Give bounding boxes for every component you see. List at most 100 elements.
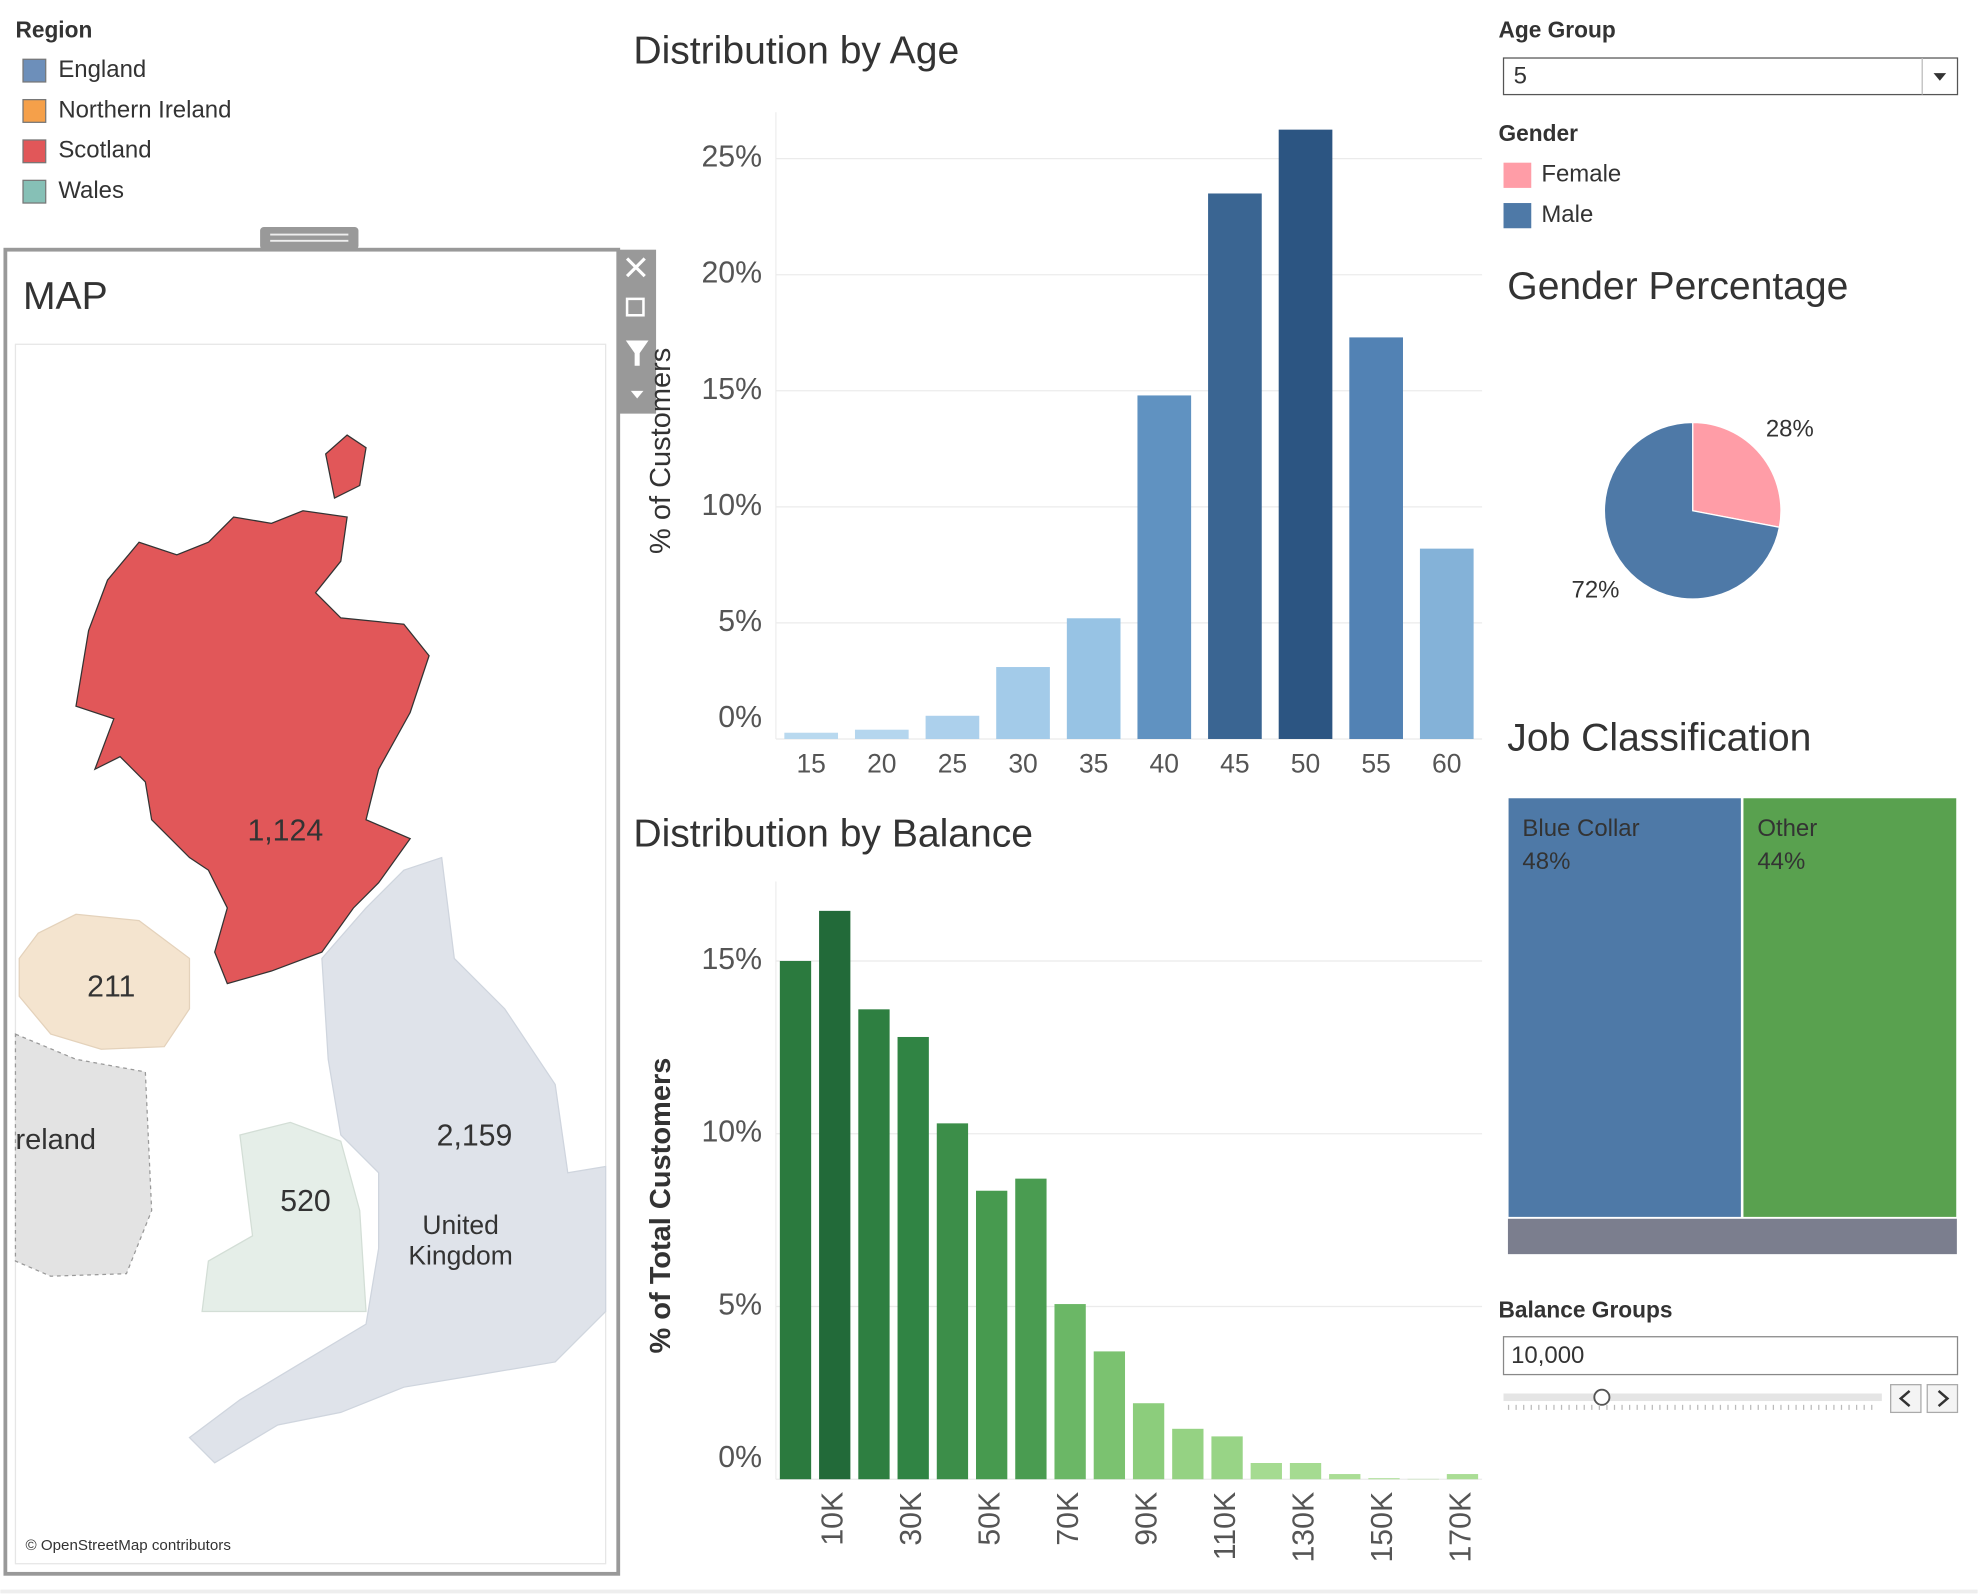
legend-label: Female bbox=[1541, 161, 1621, 188]
prev-icon bbox=[1898, 1390, 1911, 1408]
bar bbox=[976, 1190, 1008, 1480]
bar bbox=[1208, 193, 1262, 739]
treemap-cell bbox=[1506, 1217, 1959, 1256]
map-value-label: 520 bbox=[280, 1185, 330, 1218]
menu-icon[interactable] bbox=[630, 390, 644, 399]
bar bbox=[996, 667, 1050, 739]
y-axis-title: % of Customers bbox=[645, 348, 677, 554]
y-tick-label: 10% bbox=[701, 1116, 762, 1149]
slider-track bbox=[1503, 1393, 1882, 1402]
map-title: MAP bbox=[23, 275, 108, 318]
slider-next[interactable] bbox=[1926, 1384, 1959, 1414]
x-tick-label: 50 bbox=[1291, 748, 1320, 778]
dropdown-arrow[interactable] bbox=[1933, 73, 1947, 81]
map-value-label: 2,159 bbox=[437, 1119, 513, 1152]
legend-swatch bbox=[1503, 162, 1532, 188]
chart-title: Job Classification bbox=[1507, 717, 1811, 760]
panel-toolbar bbox=[618, 249, 657, 414]
drag-handle[interactable] bbox=[260, 226, 359, 250]
chart-title: Distribution by Balance bbox=[633, 812, 1033, 855]
y-tick-label: 20% bbox=[701, 257, 762, 290]
bar bbox=[1419, 548, 1474, 739]
legend-swatch bbox=[22, 58, 47, 83]
bar bbox=[1250, 1463, 1282, 1480]
slider-ticks bbox=[1507, 1404, 1873, 1410]
x-tick-label: 15 bbox=[796, 748, 825, 778]
bar bbox=[858, 1009, 890, 1480]
bar bbox=[1015, 1178, 1047, 1480]
age-group-title: Age Group bbox=[1498, 17, 1615, 43]
x-tick-label: 35 bbox=[1079, 748, 1108, 778]
map-place-label: reland bbox=[15, 1124, 96, 1156]
bar bbox=[1368, 1478, 1400, 1480]
x-tick-label: 10K bbox=[817, 1492, 850, 1546]
england-shape bbox=[188, 856, 607, 1464]
popout-icon[interactable] bbox=[625, 297, 645, 317]
legend-label: Male bbox=[1541, 201, 1593, 228]
bar bbox=[936, 1123, 969, 1480]
treemap-value: 48% bbox=[1522, 848, 1570, 875]
treemap-label: Blue Collar bbox=[1522, 815, 1639, 842]
x-tick-label: 45 bbox=[1220, 748, 1249, 778]
pie-slice bbox=[1603, 421, 1781, 600]
age-group-value: 5 bbox=[1514, 62, 1527, 89]
bar bbox=[1278, 129, 1333, 739]
scotland-shape bbox=[75, 510, 430, 985]
slider-thumb[interactable] bbox=[1593, 1388, 1611, 1406]
treemap-value: 44% bbox=[1757, 848, 1805, 875]
balance-input[interactable] bbox=[1502, 1336, 1959, 1376]
legend-label: Scotland bbox=[58, 137, 151, 164]
legend-swatch bbox=[1503, 203, 1532, 229]
legend-swatch bbox=[22, 179, 47, 204]
bar bbox=[1172, 1428, 1204, 1480]
y-tick-label: 25% bbox=[701, 141, 762, 174]
x-tick-label: 50K bbox=[974, 1492, 1007, 1546]
y-tick-label: 5% bbox=[718, 605, 762, 638]
attribution: © OpenStreetMap contributors bbox=[26, 1537, 232, 1554]
x-tick-label: 60 bbox=[1432, 748, 1461, 778]
x-tick-label: 150K bbox=[1366, 1492, 1399, 1563]
x-tick-label: 55 bbox=[1361, 748, 1390, 778]
bar bbox=[897, 1036, 929, 1480]
region-legend-title: Region bbox=[15, 17, 92, 43]
treemap-cell bbox=[1506, 795, 1744, 1220]
slider-prev[interactable] bbox=[1890, 1384, 1922, 1414]
islands-shape bbox=[324, 434, 367, 500]
bar bbox=[784, 732, 839, 739]
bar bbox=[925, 715, 980, 739]
legend-title: Gender bbox=[1498, 120, 1578, 146]
chart-title: Distribution by Age bbox=[633, 29, 959, 72]
y-tick-label: 5% bbox=[718, 1288, 762, 1321]
y-axis-title: % of Total Customers bbox=[645, 1058, 677, 1354]
bar bbox=[1054, 1304, 1086, 1480]
y-tick-label: 0% bbox=[718, 701, 762, 734]
legend-label: England bbox=[58, 56, 146, 83]
pie-label: 72% bbox=[1572, 576, 1620, 603]
bar bbox=[1211, 1436, 1243, 1480]
y-tick-label: 10% bbox=[701, 489, 762, 522]
x-tick-label: 130K bbox=[1288, 1492, 1321, 1563]
bar bbox=[1093, 1351, 1126, 1480]
filter-icon[interactable] bbox=[625, 340, 649, 366]
balance-groups-title: Balance Groups bbox=[1498, 1297, 1672, 1323]
legend-label: Wales bbox=[58, 177, 124, 204]
x-tick-label: 25 bbox=[938, 748, 967, 778]
legend-label: Northern Ireland bbox=[58, 96, 231, 123]
x-tick-label: 20 bbox=[867, 748, 896, 778]
balance-groups-value: 10,000 bbox=[1511, 1342, 1584, 1369]
y-tick-label: 15% bbox=[701, 373, 762, 406]
bar bbox=[1137, 395, 1192, 739]
map-place-label: United bbox=[422, 1210, 499, 1240]
northern-ireland-shape bbox=[18, 913, 191, 1050]
bar bbox=[1289, 1463, 1322, 1480]
bar bbox=[1329, 1474, 1361, 1480]
close-icon[interactable] bbox=[625, 257, 646, 278]
bar bbox=[854, 729, 909, 739]
wales-shape bbox=[201, 1121, 367, 1313]
pie-slice bbox=[1692, 421, 1782, 529]
age-group-dropdown[interactable] bbox=[1502, 57, 1959, 96]
treemap-cell bbox=[1740, 795, 1959, 1220]
x-tick-label: 40 bbox=[1150, 748, 1179, 778]
bar bbox=[1066, 618, 1121, 739]
